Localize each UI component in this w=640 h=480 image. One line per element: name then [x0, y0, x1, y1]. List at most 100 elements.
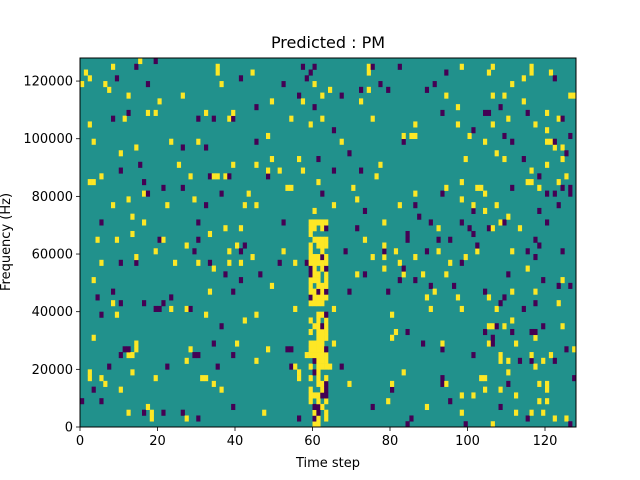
heatmap-cell-low [196, 236, 201, 243]
heatmap-cell-low [254, 138, 259, 145]
heatmap-cell-high [312, 265, 317, 272]
heatmap-cell-high [87, 375, 92, 382]
heatmap-cell-low [192, 352, 197, 359]
heatmap-cell-low [483, 328, 488, 336]
heatmap-cell-high [227, 248, 232, 255]
heatmap-cell-low [498, 300, 503, 307]
heatmap-cell-low [568, 132, 573, 140]
heatmap-cell-high [316, 300, 321, 307]
heatmap-cell-high [184, 415, 189, 422]
heatmap-cell-high [169, 138, 174, 145]
heatmap-cell-high [320, 248, 325, 255]
heatmap-cell-high [545, 109, 550, 116]
heatmap-cell-high [397, 259, 402, 266]
heatmap-cell-high [242, 317, 247, 324]
heatmap-cell-high [324, 375, 329, 382]
heatmap-cell-low [196, 352, 201, 359]
heatmap-cell-high [502, 92, 507, 99]
heatmap-cell-high [297, 156, 302, 163]
heatmap-cell-high [514, 409, 519, 416]
heatmap-cell-low [215, 363, 220, 370]
heatmap-cell-high [107, 86, 112, 93]
heatmap-cell-high [328, 363, 333, 370]
heatmap-cell-high [254, 161, 259, 168]
heatmap-cell-high [529, 409, 534, 416]
heatmap-cell-high [250, 69, 255, 76]
heatmap-cell-low [564, 346, 569, 353]
heatmap-cell-high [289, 184, 294, 191]
heatmap-cell-high [215, 69, 220, 76]
heatmap-cell-high [308, 352, 313, 359]
heatmap-cell-high [494, 202, 499, 209]
heatmap-cell-high [188, 346, 193, 353]
heatmap-cell-high [297, 369, 302, 376]
heatmap-cell-high [556, 179, 561, 186]
heatmap-cell-low [289, 346, 294, 353]
y-tick-label: 60000 [32, 248, 73, 263]
heatmap-cell-low [552, 357, 557, 364]
heatmap-cell-low [285, 346, 290, 353]
heatmap-cell-low [316, 288, 321, 295]
x-tick-label: 120 [533, 434, 558, 449]
heatmap-cell-low [494, 323, 499, 330]
heatmap-cell-high [320, 259, 325, 266]
heatmap-cell-high [184, 305, 189, 312]
x-tick-label: 20 [149, 434, 166, 449]
heatmap-cell-high [393, 328, 399, 336]
heatmap-cell-high [320, 340, 325, 347]
heatmap-cell-high [316, 328, 321, 336]
heatmap-cell-high [324, 363, 329, 370]
heatmap-cell-high [308, 398, 313, 405]
heatmap-cell-high [308, 375, 313, 382]
heatmap-cell-low [134, 63, 139, 70]
heatmap-cell-high [444, 184, 449, 191]
heatmap-cell-high [130, 213, 135, 220]
heatmap-cell-low [545, 219, 550, 226]
heatmap-cell-low [355, 225, 360, 232]
heatmap-cell-high [254, 202, 259, 209]
heatmap-cell-low [471, 207, 476, 214]
heatmap-cell-high [401, 132, 406, 140]
heatmap-cell-low [486, 109, 492, 116]
heatmap-cell-high [312, 225, 317, 232]
heatmap-cell-high [401, 369, 406, 376]
heatmap-cell-low [142, 300, 147, 307]
heatmap-cell-high [316, 271, 321, 278]
heatmap-cell-high [459, 409, 464, 416]
heatmap-cell-low [161, 409, 166, 416]
heatmap-cell-high [153, 375, 158, 382]
heatmap-cell-low [537, 173, 542, 180]
heatmap-cell-low [401, 265, 406, 272]
heatmap-cell-low [362, 271, 368, 278]
heatmap-cell-high [510, 81, 515, 88]
heatmap-cell-high [289, 115, 294, 122]
heatmap-cell-high [331, 305, 337, 312]
heatmap-cell-high [568, 92, 573, 99]
heatmap-cell-high [118, 386, 123, 393]
heatmap-cell-high [494, 150, 499, 157]
heatmap-cell-low [471, 230, 476, 238]
heatmap-cell-low [219, 190, 224, 197]
heatmap-cell-low [405, 230, 410, 238]
heatmap-cell-high [444, 92, 449, 99]
heatmap-cell-high [545, 161, 550, 168]
heatmap-cell-high [529, 179, 534, 186]
heatmap-cell-low [339, 363, 344, 370]
heatmap-cell-high [324, 409, 329, 416]
heatmap-cell-low [560, 248, 565, 255]
heatmap-cell-high [91, 277, 96, 284]
heatmap-cell-low [297, 415, 302, 422]
heatmap-cell-high [331, 340, 337, 347]
heatmap-cell-high [324, 277, 329, 284]
heatmap-cell-high [308, 300, 313, 307]
heatmap-cell-high [142, 219, 147, 226]
heatmap-cell-high [537, 398, 542, 405]
heatmap-cell-high [316, 317, 321, 324]
heatmap-cell-low [541, 277, 546, 284]
heatmap-cell-low [421, 340, 426, 347]
heatmap-cell-high [320, 334, 325, 341]
heatmap-cell-high [312, 409, 317, 416]
heatmap-cell-low [397, 277, 402, 284]
heatmap-cell-low [471, 352, 476, 359]
heatmap-cell-low [552, 75, 557, 82]
